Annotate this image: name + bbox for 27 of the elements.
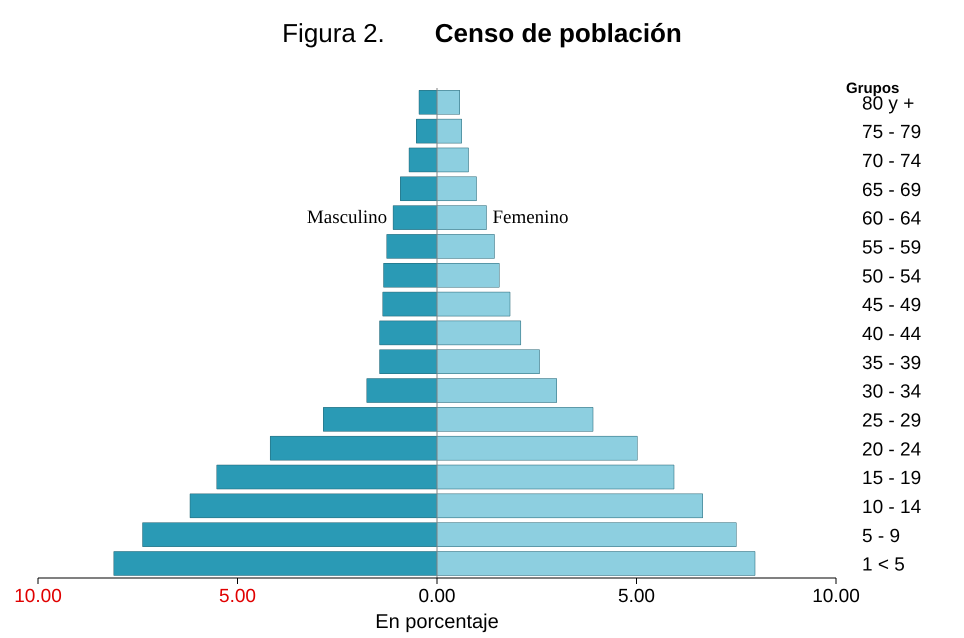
y-axis-title: Grupos: [846, 80, 900, 97]
x-tick-label: 0.00: [418, 586, 456, 607]
y-tick-label: 25 - 29: [862, 410, 922, 432]
y-tick-label: 75 - 79: [862, 122, 922, 144]
y-tick-label: 5 - 9: [862, 526, 900, 547]
y-tick-label: 30 - 34: [862, 382, 922, 403]
y-tick-label: 35 - 39: [862, 352, 922, 374]
x-tick-label: 5.00: [219, 586, 256, 607]
y-tick-label: 65 - 69: [862, 180, 922, 201]
y-tick-label: 1 < 5: [862, 554, 905, 576]
series-label: Masculino: [306, 206, 388, 229]
y-tick-label: 55 - 59: [862, 238, 922, 259]
x-tick-label: 10.00: [812, 586, 860, 607]
y-tick-label: 40 - 44: [862, 324, 922, 345]
y-tick-label: 15 - 19: [862, 468, 922, 490]
y-tick-label: 60 - 64: [862, 208, 922, 230]
x-axis-title: En porcentaje: [375, 611, 499, 633]
chart-title: Censo de población: [434, 18, 682, 48]
x-tick-label: 10.00: [14, 586, 62, 607]
y-tick-label: 50 - 54: [862, 266, 922, 288]
y-tick-label: 10 - 14: [862, 496, 922, 518]
series-label: Femenino: [492, 206, 568, 229]
y-tick-label: 45 - 49: [862, 295, 922, 316]
y-tick-label: 20 - 24: [862, 439, 922, 460]
x-tick-label: 5.00: [618, 586, 655, 607]
text: Figura 2.: [282, 18, 385, 48]
y-tick-label: 70 - 74: [862, 151, 922, 172]
